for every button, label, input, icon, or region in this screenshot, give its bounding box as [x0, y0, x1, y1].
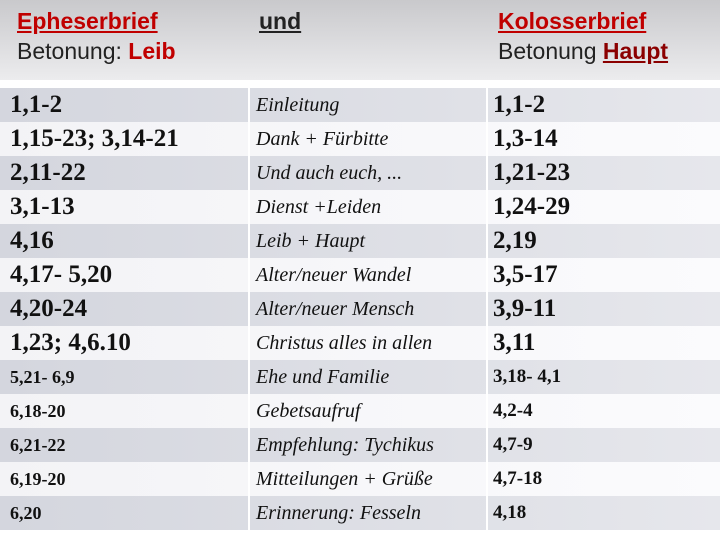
topic: Erinnerung: Fesseln [256, 502, 421, 524]
colossians-ref: 2,19 [493, 227, 537, 254]
colossians-ref: 1,21-23 [493, 159, 571, 186]
topic: Christus alles in allen [256, 332, 433, 354]
ephesians-ref: 4,20-24 [10, 295, 88, 322]
right-header: Kolosserbrief Betonung Haupt [498, 6, 668, 66]
colossians-ref: 3,11 [493, 329, 536, 356]
table-row: 1,1-2 Einleitung 1,1-2 [0, 88, 720, 122]
table-row: 6,21-22 Empfehlung: Tychikus 4,7-9 [0, 428, 720, 462]
topic: Dank + Fürbitte [256, 128, 389, 150]
table-row: 3,1-13 Dienst +Leiden 1,24-29 [0, 190, 720, 224]
topic: Alter/neuer Wandel [256, 264, 412, 286]
topic: Und auch euch, ... [256, 162, 403, 184]
colossians-ref: 4,7-9 [493, 434, 533, 455]
right-label: Betonung [498, 38, 597, 64]
topic: Alter/neuer Mensch [256, 298, 415, 320]
table-row: 6,20 Erinnerung: Fesseln 4,18 [0, 496, 720, 530]
ephesians-ref: 2,11-22 [10, 159, 86, 186]
table-row: 4,16 Leib + Haupt 2,19 [0, 224, 720, 258]
colossians-ref: 3,18- 4,1 [493, 366, 562, 387]
left-label: Betonung: [17, 38, 122, 64]
colossians-ref: 4,7-18 [493, 468, 543, 489]
column-divider [486, 88, 488, 530]
ephesians-ref: 1,15-23; 3,14-21 [10, 125, 179, 152]
topic: Gebetsaufruf [256, 400, 361, 422]
table-row: 1,23; 4,6.10 Christus alles in allen 3,11 [0, 326, 720, 360]
colossians-ref: 4,18 [493, 502, 527, 523]
ephesians-ref: 3,1-13 [10, 193, 75, 220]
table-row: 1,15-23; 3,14-21 Dank + Fürbitte 1,3-14 [0, 122, 720, 156]
table: 1,1-2 Einleitung 1,1-2 1,15-23; 3,14-21 Dank… [0, 88, 720, 530]
colossians-ref: 1,3-14 [493, 125, 558, 152]
topic: Dienst +Leiden [256, 196, 382, 218]
topic: Einleitung [256, 94, 340, 116]
colossians-ref: 3,9-11 [493, 295, 557, 322]
ephesians-ref: 6,20 [10, 503, 42, 523]
topic: Ehe und Familie [256, 366, 390, 388]
header: Epheserbrief Betonung: Leib und Kolosser… [0, 0, 720, 80]
ephesians-ref: 1,23; 4,6.10 [10, 329, 131, 356]
middle-title: und [259, 8, 302, 34]
colossians-ref: 3,5-17 [493, 261, 558, 288]
colossians-ref: 4,2-4 [493, 400, 533, 421]
topic: Empfehlung: Tychikus [256, 434, 434, 456]
table-row: 2,11-22 Und auch euch, ... 1,21-23 [0, 156, 720, 190]
left-emphasis: Leib [128, 38, 176, 64]
ephesians-ref: 6,18-20 [10, 401, 66, 421]
right-emphasis: Haupt [602, 38, 669, 64]
ephesians-ref: 6,19-20 [10, 469, 66, 489]
ephesians-ref: 4,17- 5,20 [10, 261, 113, 288]
ephesians-ref: 4,16 [10, 227, 54, 254]
colossians-ref: 1,1-2 [493, 91, 546, 118]
colossians-ref: 1,24-29 [493, 193, 571, 220]
left-header: Epheserbrief Betonung: Leib [17, 6, 176, 66]
right-title: Kolosserbrief [498, 8, 647, 34]
ephesians-ref: 5,21- 6,9 [10, 367, 75, 387]
left-title: Epheserbrief [17, 8, 158, 34]
table-row: 4,17- 5,20 Alter/neuer Wandel 3,5-17 [0, 258, 720, 292]
table-row: 6,18-20 Gebetsaufruf 4,2-4 [0, 394, 720, 428]
topic: Mitteilungen + Grüße [256, 468, 433, 490]
ephesians-ref: 6,21-22 [10, 435, 66, 455]
table-row: 6,19-20 Mitteilungen + Grüße 4,7-18 [0, 462, 720, 496]
table-row: 4,20-24 Alter/neuer Mensch 3,9-11 [0, 292, 720, 326]
topic: Leib + Haupt [256, 230, 366, 252]
ephesians-ref: 1,1-2 [10, 91, 63, 118]
table-row: 5,21- 6,9 Ehe und Familie 3,18- 4,1 [0, 360, 720, 394]
column-divider [248, 88, 250, 530]
